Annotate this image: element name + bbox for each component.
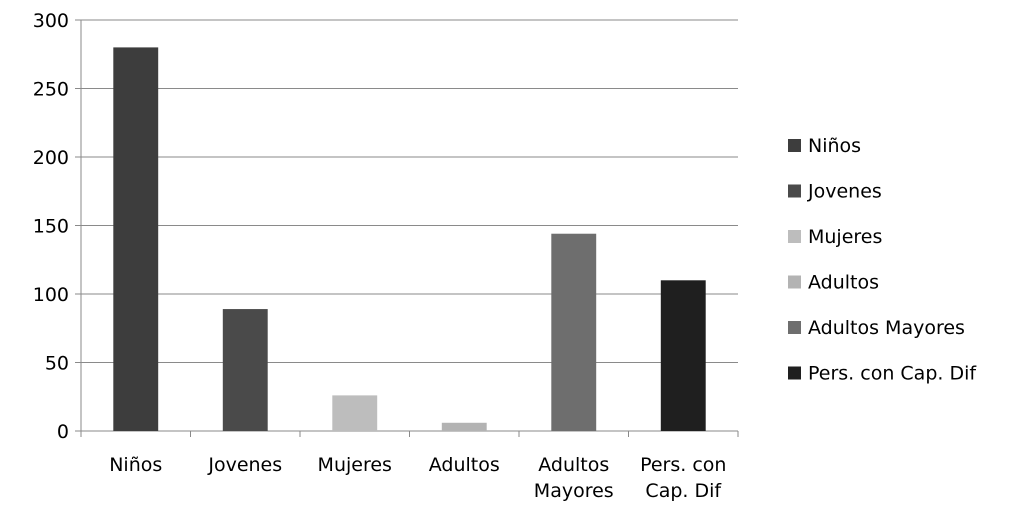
x-category-label: Adultos	[429, 454, 500, 476]
legend-swatch	[788, 139, 801, 152]
legend-label: Niños	[808, 135, 861, 157]
x-category-label: Niños	[109, 454, 162, 476]
y-tick-label: 200	[33, 147, 69, 169]
gridlines	[81, 19, 738, 363]
x-category-label: Jovenes	[207, 454, 282, 476]
y-tick-label: 100	[33, 284, 69, 306]
y-tick-label: 300	[33, 10, 69, 32]
x-category-label-line: Adultos	[429, 454, 500, 476]
x-category-label-line: Mayores	[534, 480, 614, 502]
legend-label: Pers. con Cap. Dif	[808, 363, 977, 385]
legend-swatch	[788, 230, 801, 243]
axes	[75, 19, 739, 437]
x-category-label-line: Mujeres	[318, 454, 392, 476]
x-category-label-line: Pers. con	[640, 454, 726, 476]
x-axis-labels: Niños Jovenes Mujeres Adultos Adultos Mayores…	[109, 454, 726, 502]
y-tick-label: 0	[57, 421, 69, 443]
x-category-label-line: Niños	[109, 454, 162, 476]
x-category-label-line: Cap. Dif	[645, 480, 722, 502]
bar	[660, 280, 706, 431]
legend-label: Jovenes	[807, 181, 882, 203]
bar	[222, 309, 268, 431]
bar	[551, 233, 597, 431]
legend-swatch	[788, 321, 801, 334]
bars	[113, 47, 706, 432]
legend-label: Mujeres	[808, 226, 882, 248]
y-tick-label: 150	[33, 216, 69, 238]
legend: Niños Jovenes Mujeres Adultos Adultos Mayore…	[788, 135, 977, 385]
x-category-label-line: Jovenes	[207, 454, 282, 476]
legend-label: Adultos	[808, 272, 879, 294]
legend-swatch	[788, 184, 801, 198]
y-tick-label: 50	[45, 353, 69, 375]
legend-swatch	[788, 275, 801, 289]
y-tick-label: 250	[33, 79, 69, 101]
y-axis-ticks: 0 50 100 150 200 250 300	[33, 10, 69, 443]
x-category-label-line: Adultos	[538, 454, 609, 476]
bar	[441, 422, 487, 431]
legend-label: Adultos Mayores	[808, 317, 965, 339]
bar	[113, 47, 159, 432]
bar	[332, 395, 378, 431]
x-category-label: Adultos Mayores	[534, 454, 614, 502]
x-category-label: Pers. con Cap. Dif	[640, 454, 726, 502]
legend-swatch	[788, 366, 801, 380]
x-category-label: Mujeres	[318, 454, 392, 476]
